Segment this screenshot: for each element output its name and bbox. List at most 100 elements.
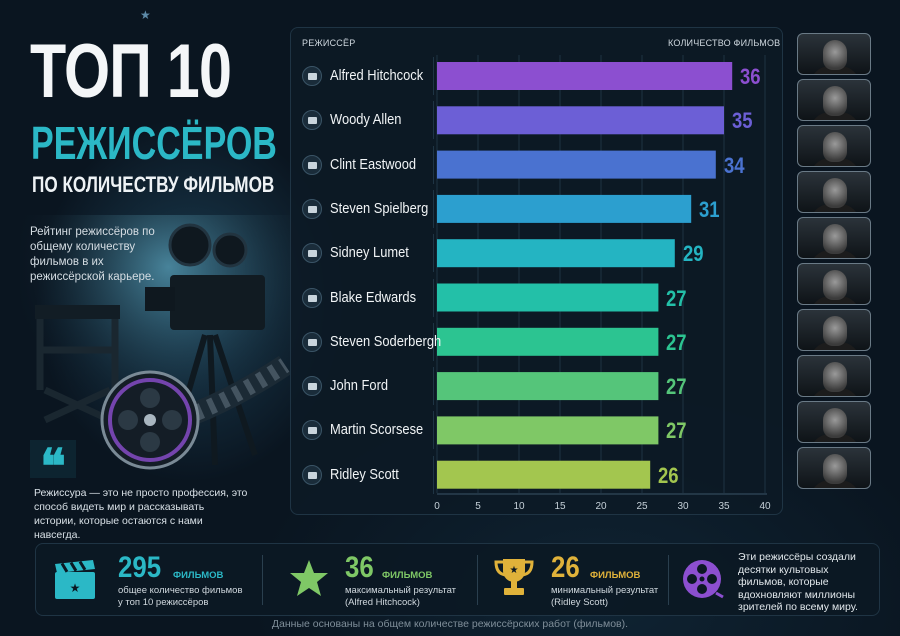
clapperboard-icon [302,464,322,485]
x-tick-label: 15 [554,501,566,512]
title-line2: РЕЖИССЁРОВ [31,117,277,169]
footer-note: Данные основаны на общем количестве режи… [271,618,629,630]
stat-max-caption-2: (Alfred Hitchcock) [345,597,420,608]
portrait-silhouette [810,434,860,442]
clapperboard-icon [302,376,322,397]
film-camera-illustration [20,215,290,475]
clapperboard-icon [302,110,322,131]
portrait-face [823,40,847,70]
decorative-star-icon: ★ [140,8,151,22]
clapperboard-icon: ★ [55,560,95,599]
director-row-label: Alfred Hitchcock [296,57,434,95]
portrait-face [823,132,847,162]
quote-text: Режиссура — это не просто профессия, это… [34,487,248,541]
bar-value-label: 34 [723,152,745,178]
stat-total-caption-2: у топ 10 режиссёров [118,597,209,608]
portrait-face [823,270,847,300]
director-row-label: Sidney Lumet [296,234,434,273]
portrait-face [823,178,847,208]
portrait-silhouette [810,388,860,396]
column-header-director: РЕЖИССЁР [302,38,356,48]
stats-divider [668,555,669,605]
bar-value-label: 29 [682,241,704,267]
portrait-silhouette [810,66,860,74]
director-name: Martin Scorsese [330,421,424,439]
director-portrait [797,33,871,75]
director-row-label: Blake Edwards [296,278,434,317]
column-header-count: КОЛИЧЕСТВО ФИЛЬМОВ [668,38,781,48]
portrait-face [823,224,847,254]
x-tick-label: 30 [677,501,689,512]
director-portrait [797,401,871,443]
stat-min-value: 26 [551,551,580,584]
x-tick-label: 20 [595,501,607,512]
x-tick-label: 35 [718,501,730,512]
director-name: John Ford [330,377,389,395]
director-row-label: Ridley Scott [296,455,434,494]
clapperboard-icon [302,331,322,352]
x-tick-label: 40 [759,501,771,512]
x-tick-label: 0 [434,501,440,512]
clapperboard-icon [302,287,322,308]
director-row-label: Steven Spielberg [296,189,434,228]
bar-value-label: 35 [732,108,753,134]
portrait-face [823,86,847,116]
clapperboard-icon [302,198,322,219]
portrait-face [823,362,847,392]
x-tick-label: 10 [513,501,525,512]
director-name: Alfred Hitchcock [330,67,424,84]
director-name: Sidney Lumet [330,244,409,262]
clapperboard-icon [302,154,322,175]
director-chair-icon [36,315,119,424]
clapperboard-icon [302,243,322,264]
stat-min-caption-2: (Ridley Scott) [551,597,609,608]
stat-total-caption-1: общее количество фильмов [118,585,243,596]
bar-value-label: 27 [666,374,687,400]
bar-value-label: 26 [658,462,679,488]
stats-info-text: Эти режиссёры создали десятки культовых … [738,551,858,613]
star-icon [290,560,328,596]
director-portrait [797,447,871,489]
director-portrait [797,125,871,167]
bar-value-label: 31 [699,196,720,222]
portrait-silhouette [810,250,860,258]
quote-icon: ❝ [30,440,76,494]
portrait-silhouette [810,112,860,120]
bar-value-label: 27 [666,418,687,444]
stat-min-unit: ФИЛЬМОВ [590,570,641,581]
bar-value-label: 27 [666,285,687,311]
director-row-label: Martin Scorsese [296,411,434,450]
director-name: Steven Spielberg [330,199,429,217]
trophy-icon: ★ [494,559,534,595]
stat-max-unit: ФИЛЬМОВ [382,570,433,581]
portrait-face [823,454,847,484]
portrait-face [823,316,847,346]
director-name: Blake Edwards [330,288,417,306]
stats-divider [477,555,478,605]
title-line1: ТОП 10 [30,29,232,114]
director-row-label: Steven Soderbergh [296,322,441,361]
director-row-label: Woody Allen [296,101,434,140]
director-portrait [797,171,871,213]
portrait-silhouette [810,342,860,350]
portrait-silhouette [810,480,860,488]
description: Рейтинг режиссёров по общему количеству … [30,226,155,283]
svg-text:★: ★ [510,565,519,576]
stat-total-value: 295 [118,551,162,584]
bar-value-label: 36 [740,64,761,89]
x-tick-label: 5 [475,501,481,512]
portrait-face [823,408,847,438]
director-portrait [797,309,871,351]
film-reel-illustration-icon [100,370,200,470]
director-name: Steven Soderbergh [330,332,442,350]
director-row-label: John Ford [296,367,434,406]
director-name: Ridley Scott [330,465,399,483]
stat-min-caption-1: минимальный результат [551,585,659,596]
stat-max-caption-1: максимальный результат [345,585,457,596]
title-line3: ПО КОЛИЧЕСТВУ ФИЛЬМОВ [32,172,275,197]
stats-panel [35,543,880,616]
stats-divider [262,555,263,605]
clapperboard-icon [302,420,322,441]
director-portrait [797,263,871,305]
director-portrait [797,79,871,121]
